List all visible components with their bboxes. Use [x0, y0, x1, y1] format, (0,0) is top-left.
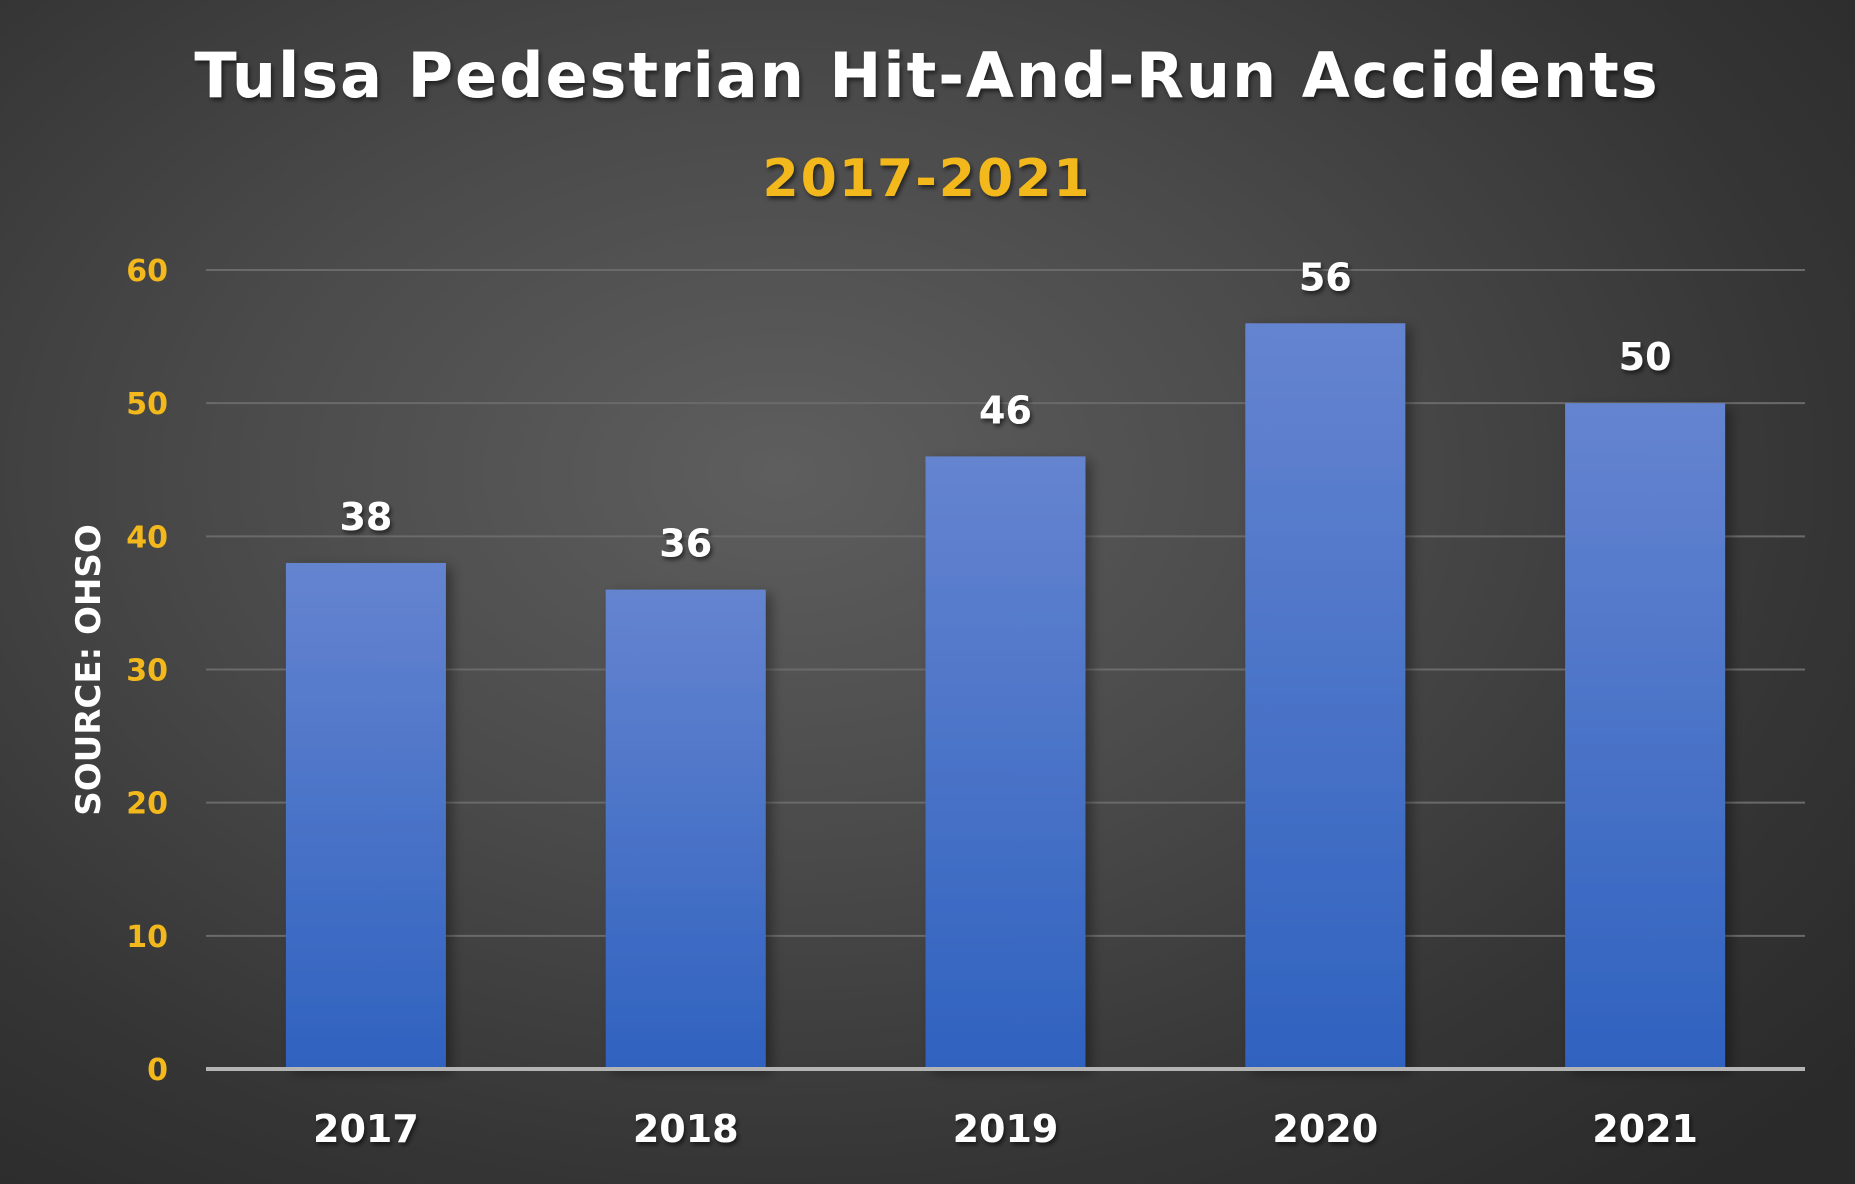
- data-label-2021: 50: [1619, 335, 1672, 379]
- data-label-2017: 38: [339, 495, 392, 539]
- bar-2019: [925, 456, 1086, 1069]
- y-tick-label: 50: [126, 387, 168, 422]
- y-tick-label: 40: [126, 520, 168, 555]
- y-axis-label: SOURCE: OHSO: [69, 524, 109, 816]
- bar-2021: [1565, 403, 1726, 1070]
- y-tick-label: 0: [147, 1053, 168, 1088]
- x-tick-2020: 2020: [1272, 1107, 1378, 1151]
- x-tick-2021: 2021: [1592, 1107, 1698, 1151]
- y-tick-label: 20: [126, 787, 168, 822]
- data-labels: 38 36 46 56 50: [339, 255, 1671, 565]
- y-tick-label: 30: [126, 654, 168, 689]
- x-tick-2017: 2017: [313, 1107, 419, 1151]
- x-tick-2019: 2019: [953, 1107, 1059, 1151]
- data-label-2019: 46: [979, 388, 1032, 432]
- y-tick-label: 60: [126, 254, 168, 289]
- y-axis-ticks: 0 10 20 30 40 50 60: [126, 254, 168, 1088]
- bar-2020: [1245, 323, 1406, 1069]
- y-tick-label: 10: [126, 920, 168, 955]
- x-tick-2018: 2018: [633, 1107, 739, 1151]
- data-label-2020: 56: [1299, 255, 1352, 299]
- x-axis-ticks: 2017 2018 2019 2020 2021: [313, 1107, 1698, 1151]
- bars: [285, 323, 1726, 1070]
- chart-title: Tulsa Pedestrian Hit-And-Run Accidents: [194, 39, 1659, 112]
- bar-2018: [605, 589, 766, 1069]
- chart-subtitle: 2017-2021: [762, 149, 1091, 209]
- data-label-2018: 36: [659, 522, 712, 566]
- bar-2017: [285, 562, 446, 1069]
